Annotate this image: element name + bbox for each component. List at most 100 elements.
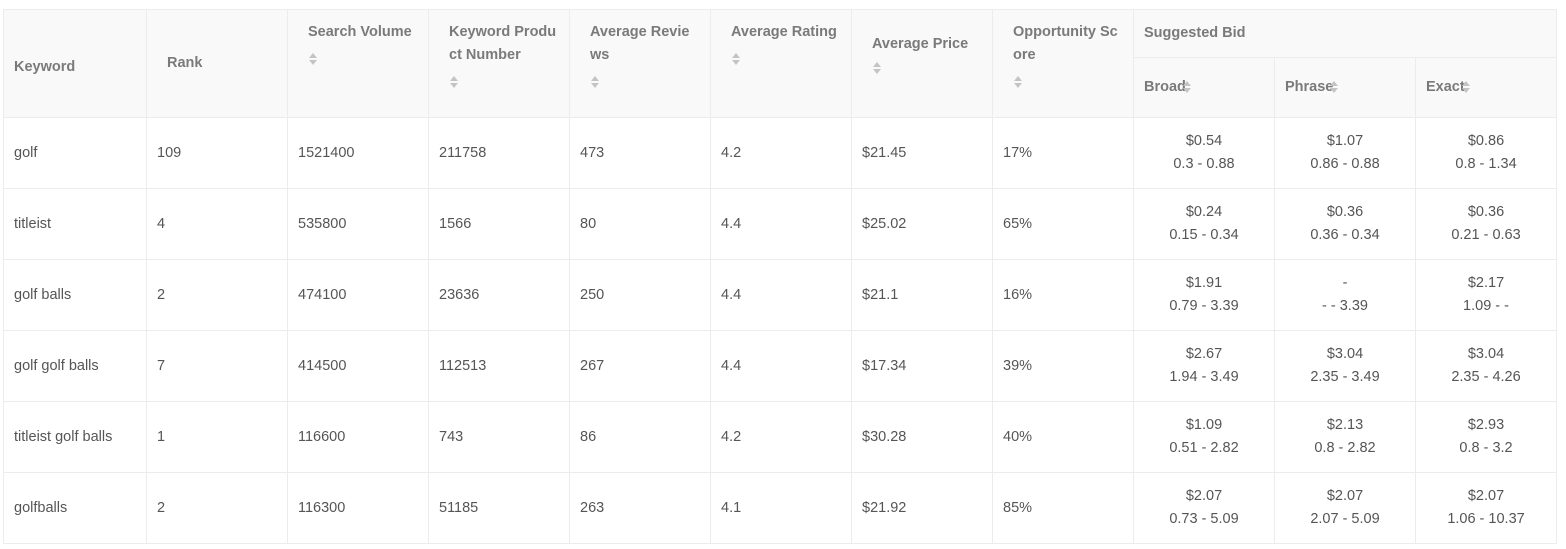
cell-opportunity-score: 39% [992, 330, 1134, 402]
cell-keyword-product-number: 51185 [428, 472, 570, 544]
cell-broad-bid: $2.07 0.73 - 5.09 [1133, 472, 1275, 544]
header-phrase[interactable]: Phrase [1274, 57, 1416, 118]
sort-icon[interactable] [590, 75, 600, 89]
cell-search-volume: 474100 [287, 259, 429, 331]
cell-exact-bid: $0.86 0.8 - 1.34 [1414, 117, 1558, 189]
bid-range: 1.09 - - [1463, 298, 1509, 314]
cell-broad-bid: $1.09 0.51 - 2.82 [1133, 401, 1275, 473]
bid-range: 0.79 - 3.39 [1169, 298, 1239, 314]
cell-average-price: $21.45 [851, 117, 993, 189]
sort-icon[interactable] [1013, 75, 1023, 89]
cell-rank: 109 [146, 117, 288, 189]
cell-average-rating: 4.2 [710, 401, 852, 473]
cell-rank: 1 [146, 401, 288, 473]
sort-icon[interactable] [872, 61, 882, 75]
header-average-rating-label: Average Rating [731, 24, 837, 40]
bid-value: $1.91 [1185, 275, 1223, 291]
cell-rank: 2 [146, 259, 288, 331]
cell-broad-bid: $0.24 0.15 - 0.34 [1133, 188, 1275, 260]
cell-average-rating: 4.4 [710, 330, 852, 402]
cell-exact-bid: $2.93 0.8 - 3.2 [1414, 401, 1558, 473]
sort-icon[interactable] [1461, 80, 1471, 94]
header-search-volume[interactable]: Search Volume [287, 9, 429, 118]
cell-exact-bid: $2.17 1.09 - - [1414, 259, 1558, 331]
cell-average-reviews: 263 [569, 472, 711, 544]
cell-rank: 7 [146, 330, 288, 402]
sort-icon[interactable] [1182, 80, 1192, 94]
table-row: golfballs 2 116300 51185 263 4.1 $21.92 85% $2.0… [3, 472, 1558, 544]
cell-broad-bid: $1.91 0.79 - 3.39 [1133, 259, 1275, 331]
keyword-table: Keyword Rank Search Volume Keyword Produ… [3, 9, 1558, 544]
cell-opportunity-score: 40% [992, 401, 1134, 473]
header-opportunity-score-label: Opportunity Score [1013, 24, 1118, 63]
sort-icon[interactable] [449, 75, 459, 89]
bid-range: 0.36 - 0.34 [1310, 227, 1380, 243]
cell-average-price: $21.1 [851, 259, 993, 331]
table-row: golf balls 2 474100 23636 250 4.4 $21.1 16% $1.9… [3, 259, 1558, 331]
bid-range: 1.06 - 10.37 [1447, 511, 1525, 527]
cell-keyword: titleist [3, 188, 147, 260]
bid-range: 0.21 - 0.63 [1451, 227, 1521, 243]
cell-search-volume: 535800 [287, 188, 429, 260]
cell-phrase-bid: $3.04 2.35 - 3.49 [1274, 330, 1416, 402]
table-header: Keyword Rank Search Volume Keyword Produ… [3, 9, 1558, 118]
cell-average-rating: 4.1 [710, 472, 852, 544]
cell-broad-bid: $0.54 0.3 - 0.88 [1133, 117, 1275, 189]
header-opportunity-score[interactable]: Opportunity Score [992, 9, 1134, 118]
cell-average-price: $30.28 [851, 401, 993, 473]
bid-range: 0.3 - 0.88 [1173, 156, 1235, 172]
cell-average-reviews: 80 [569, 188, 711, 260]
bid-value: - [1342, 275, 1348, 291]
sort-icon[interactable] [1329, 80, 1339, 94]
table-body: golf 109 1521400 211758 473 4.2 $21.45 17% $0.54… [3, 117, 1558, 544]
cell-exact-bid: $2.07 1.06 - 10.37 [1414, 472, 1558, 544]
bid-value: $2.07 [1185, 488, 1223, 504]
cell-broad-bid: $2.67 1.94 - 3.49 [1133, 330, 1275, 402]
cell-phrase-bid: - - - 3.39 [1274, 259, 1416, 331]
cell-keyword-product-number: 112513 [428, 330, 570, 402]
cell-average-reviews: 473 [569, 117, 711, 189]
bid-value: $0.36 [1326, 204, 1364, 220]
cell-average-rating: 4.4 [710, 259, 852, 331]
table-row: titleist golf balls 1 116600 743 86 4.2 $30.28… [3, 401, 1558, 473]
bid-range: 2.35 - 3.49 [1310, 369, 1380, 385]
cell-keyword: golfballs [3, 472, 147, 544]
header-exact-label: Exact [1426, 79, 1465, 95]
bid-value: $3.04 [1326, 346, 1364, 362]
sort-icon[interactable] [308, 52, 318, 66]
header-broad[interactable]: Broad [1133, 57, 1275, 118]
header-average-rating[interactable]: Average Rating [710, 9, 852, 118]
header-keyword-product-number[interactable]: Keyword Product Number [428, 9, 570, 118]
cell-search-volume: 414500 [287, 330, 429, 402]
cell-phrase-bid: $0.36 0.36 - 0.34 [1274, 188, 1416, 260]
bid-range: 0.8 - 1.34 [1455, 156, 1517, 172]
bid-value: $0.36 [1467, 204, 1505, 220]
cell-opportunity-score: 85% [992, 472, 1134, 544]
bid-value: $2.67 [1185, 346, 1223, 362]
header-average-reviews[interactable]: Average Reviews [569, 9, 711, 118]
header-exact[interactable]: Exact [1414, 57, 1558, 118]
header-keyword-label: Keyword [14, 59, 76, 75]
cell-average-price: $25.02 [851, 188, 993, 260]
cell-opportunity-score: 16% [992, 259, 1134, 331]
header-average-reviews-label: Average Reviews [590, 24, 690, 63]
bid-range: - - 3.39 [1322, 298, 1368, 314]
header-suggested-bid: Suggested Bid [1132, 9, 1558, 58]
cell-keyword-product-number: 211758 [428, 117, 570, 189]
header-average-price[interactable]: Average Price [851, 9, 993, 118]
bid-range: 0.15 - 0.34 [1169, 227, 1239, 243]
cell-average-rating: 4.2 [710, 117, 852, 189]
cell-opportunity-score: 17% [992, 117, 1134, 189]
bid-range: 0.73 - 5.09 [1169, 511, 1239, 527]
bid-value: $3.04 [1467, 346, 1505, 362]
bid-value: $0.54 [1185, 133, 1223, 149]
cell-average-rating: 4.4 [710, 188, 852, 260]
cell-exact-bid: $3.04 2.35 - 4.26 [1414, 330, 1558, 402]
sort-icon[interactable] [731, 52, 741, 66]
cell-keyword-product-number: 743 [428, 401, 570, 473]
header-broad-label: Broad [1144, 79, 1186, 95]
cell-phrase-bid: $2.07 2.07 - 5.09 [1274, 472, 1416, 544]
cell-opportunity-score: 65% [992, 188, 1134, 260]
cell-keyword: golf golf balls [3, 330, 147, 402]
bid-range: 0.8 - 3.2 [1459, 440, 1513, 456]
